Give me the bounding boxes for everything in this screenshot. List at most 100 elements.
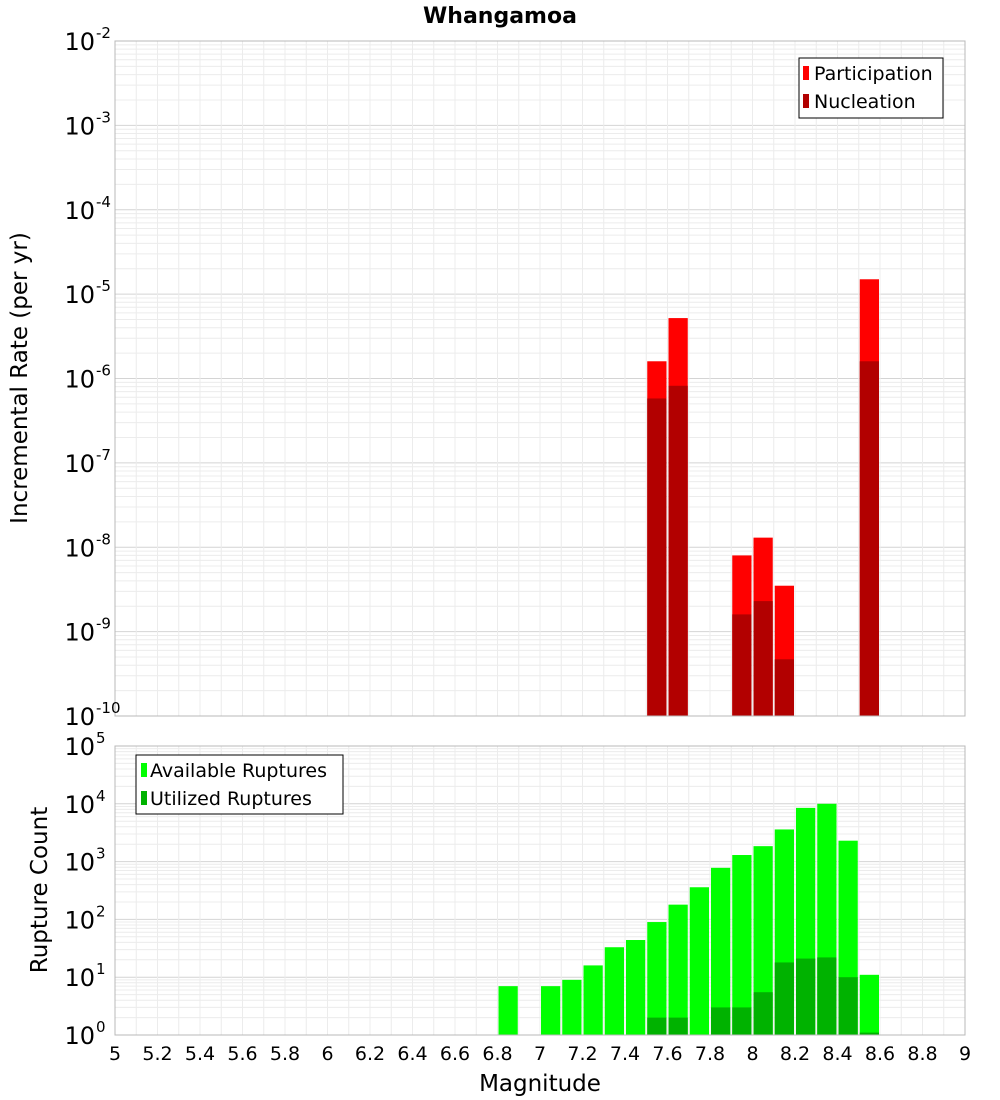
count-bar-available-ruptures: [753, 846, 773, 1035]
top-grid: [114, 41, 966, 717]
count-bar-utilized-ruptures: [796, 958, 816, 1035]
x-ticks: 5 5.2 5.4 5.6 5.8 6 6.2 6.4 6.6 6.8 7 7.2 7.4 7.6 7.8 8…: [109, 1043, 971, 1065]
y-tick-exponent: -10: [96, 699, 121, 717]
bottom-legend: Available Ruptures Utilized Ruptures: [135, 754, 344, 815]
x-tick-label: 6.2: [355, 1043, 385, 1065]
y-tick-label: 10: [64, 197, 95, 225]
top-legend: Participation Nucleation: [798, 57, 944, 119]
bottom-legend-box: [135, 754, 344, 815]
legend-label-utilized-ruptures: Utilized Ruptures: [150, 788, 312, 810]
x-tick-label: 7.8: [695, 1043, 725, 1065]
rate-bar-nucleation: [859, 361, 879, 716]
rate-bar-nucleation: [668, 385, 688, 716]
legend-label-nucleation: Nucleation: [814, 91, 916, 113]
count-bar-available-ruptures: [562, 979, 582, 1035]
count-bar-available-ruptures: [583, 965, 603, 1035]
count-bar-available-ruptures: [689, 887, 709, 1035]
bottom-bars: [498, 803, 879, 1035]
y-tick-exponent: 5: [96, 729, 106, 747]
count-bar-available-ruptures: [859, 974, 879, 1035]
y-tick-label: 10: [64, 366, 95, 394]
count-bar-available-ruptures: [711, 867, 731, 1035]
count-bar-utilized-ruptures: [668, 1017, 688, 1035]
x-tick-label: 6.4: [397, 1043, 427, 1065]
y-tick-label: 10: [64, 112, 95, 140]
legend-swatch-nucleation: [803, 94, 809, 108]
x-tick-label: 5.6: [227, 1043, 257, 1065]
count-bar-available-ruptures: [668, 904, 688, 1035]
x-tick-label: 7: [534, 1043, 546, 1065]
y-tick-label: 10: [64, 791, 95, 819]
y-tick-exponent: 2: [96, 902, 106, 920]
x-tick-label: 5: [109, 1043, 121, 1065]
legend-label-participation: Participation: [814, 63, 933, 85]
y-tick-label: 10: [64, 534, 95, 562]
x-tick-label: 9: [959, 1043, 971, 1065]
count-bar-available-ruptures: [604, 947, 624, 1035]
rate-bar-nucleation: [732, 614, 752, 716]
rate-bar-nucleation: [647, 398, 667, 716]
legend-label-available-ruptures: Available Ruptures: [150, 760, 327, 782]
x-tick-label: 5.8: [270, 1043, 300, 1065]
count-bar-utilized-ruptures: [753, 992, 773, 1035]
top-legend-box: [798, 57, 944, 119]
y-tick-label: 10: [64, 281, 95, 309]
count-bar-utilized-ruptures: [859, 1032, 879, 1035]
count-bar-available-ruptures: [732, 855, 752, 1035]
y-tick-label: 10: [64, 450, 95, 478]
x-tick-label: 7.4: [610, 1043, 640, 1065]
y-tick-exponent: -8: [96, 530, 111, 548]
count-bar-available-ruptures: [498, 986, 518, 1035]
count-bar-available-ruptures: [626, 940, 646, 1035]
x-tick-label: 6.8: [482, 1043, 512, 1065]
top-y-axis-label: Incremental Rate (per yr): [7, 232, 33, 524]
y-tick-label: 10: [64, 703, 95, 731]
y-tick-label: 10: [64, 849, 95, 877]
count-bar-utilized-ruptures: [838, 977, 858, 1035]
legend-swatch-available-ruptures: [141, 763, 147, 777]
count-bar-utilized-ruptures: [774, 962, 794, 1035]
count-bar-utilized-ruptures: [817, 957, 837, 1035]
y-tick-exponent: 3: [96, 845, 106, 863]
legend-swatch-utilized-ruptures: [141, 791, 147, 805]
rate-bar-nucleation: [774, 659, 794, 716]
x-tick-label: 8.4: [822, 1043, 852, 1065]
y-tick-exponent: 1: [96, 960, 106, 978]
x-tick-label: 8.8: [907, 1043, 937, 1065]
x-tick-label: 6: [321, 1043, 333, 1065]
legend-swatch-participation: [803, 66, 809, 80]
y-tick-label: 10: [64, 1022, 95, 1050]
y-tick-label: 10: [64, 619, 95, 647]
top-plot-frame: [114, 40, 966, 717]
x-tick-label: 6.6: [440, 1043, 470, 1065]
count-bar-utilized-ruptures: [711, 1007, 731, 1035]
y-tick-exponent: -9: [96, 615, 111, 633]
bottom-plot-frame: [114, 745, 966, 1036]
chart-title: Whangamoa: [423, 4, 577, 29]
top-bars: [647, 279, 879, 716]
x-tick-label: 8: [746, 1043, 758, 1065]
y-tick-label: 10: [64, 906, 95, 934]
x-tick-label: 5.2: [142, 1043, 172, 1065]
y-tick-exponent: -7: [96, 446, 111, 464]
count-bar-available-ruptures: [647, 922, 667, 1035]
y-tick-exponent: -3: [96, 108, 111, 126]
y-tick-exponent: -2: [96, 24, 111, 42]
y-tick-exponent: -4: [96, 193, 111, 211]
count-bar-utilized-ruptures: [647, 1017, 667, 1035]
y-tick-exponent: 4: [96, 787, 106, 805]
count-bar-available-ruptures: [541, 986, 561, 1035]
x-axis-label: Magnitude: [479, 1071, 601, 1097]
y-tick-label: 10: [64, 733, 95, 761]
y-tick-label: 10: [64, 28, 95, 56]
x-tick-label: 8.2: [780, 1043, 810, 1065]
y-tick-exponent: 0: [96, 1018, 106, 1036]
rate-bar-nucleation: [753, 601, 773, 716]
x-tick-label: 7.2: [567, 1043, 597, 1065]
x-tick-label: 8.6: [865, 1043, 895, 1065]
